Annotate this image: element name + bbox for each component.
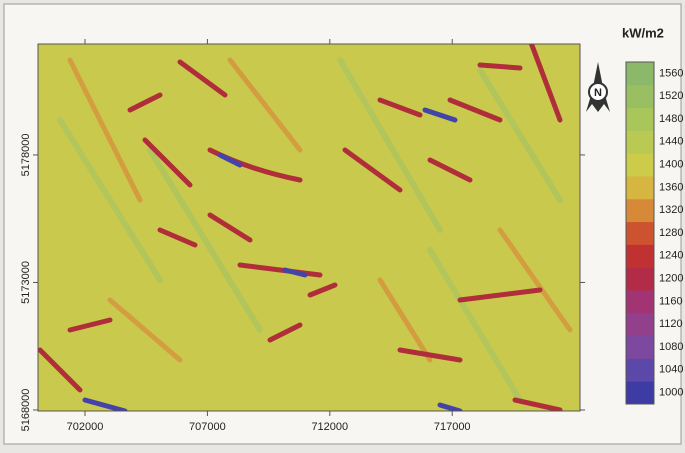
legend-label: 1200 [659, 273, 683, 285]
legend-label: 1120 [659, 318, 683, 330]
legend-label: 1360 [659, 181, 683, 193]
legend-swatch [626, 130, 654, 153]
x-tick-label: 717000 [434, 421, 471, 433]
legend-swatch [626, 85, 654, 108]
legend-label: 1400 [659, 159, 683, 171]
legend-label: 1280 [659, 227, 683, 239]
legend-swatch [626, 153, 654, 176]
legend-swatch [626, 313, 654, 336]
y-tick-label: 5168000 [20, 389, 32, 432]
legend-label: 1000 [659, 387, 683, 399]
legend-label: 1080 [659, 341, 683, 353]
legend-label: 1480 [659, 113, 683, 125]
map-figure: N kW/m2 702000 707000 712000 717000 5168000 5… [0, 0, 685, 448]
legend-swatch [626, 267, 654, 290]
y-tick-label: 5178000 [20, 134, 32, 177]
legend-swatch [626, 381, 654, 404]
legend-label: 1520 [659, 90, 683, 102]
legend-swatch [626, 290, 654, 313]
legend-label: 1560 [659, 67, 683, 79]
legend-label: 1440 [659, 136, 683, 148]
legend-swatch [626, 222, 654, 245]
legend-swatch [626, 199, 654, 222]
legend-title: kW/m2 [622, 25, 664, 40]
legend-label: 1320 [659, 204, 683, 216]
x-tick-label: 707000 [189, 421, 226, 433]
legend-swatch [626, 176, 654, 199]
legend-label: 1040 [659, 364, 683, 376]
page: N kW/m2 702000 707000 712000 717000 5168000 5… [0, 0, 685, 453]
north-label: N [594, 87, 602, 99]
legend-label: 1240 [659, 250, 683, 262]
legend-swatch [626, 62, 654, 85]
legend-label: 1160 [659, 295, 683, 307]
y-tick-label: 5173000 [20, 261, 32, 304]
legend-swatch [626, 108, 654, 131]
x-tick-label: 702000 [67, 421, 104, 433]
legend-swatch [626, 358, 654, 381]
legend-swatch [626, 244, 654, 267]
x-tick-label: 712000 [311, 421, 348, 433]
legend-swatch [626, 336, 654, 359]
